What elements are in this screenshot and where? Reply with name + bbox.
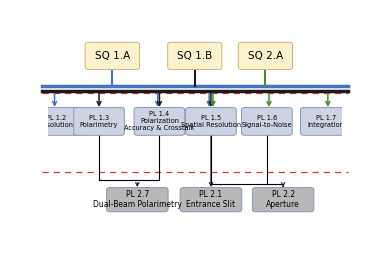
Text: PL 1.3
Polarimetry: PL 1.3 Polarimetry [80,115,118,128]
FancyBboxPatch shape [252,187,314,212]
FancyBboxPatch shape [31,107,82,135]
Text: SQ 2.A: SQ 2.A [248,51,283,61]
Text: PL 1.2
Resolution: PL 1.2 Resolution [39,115,74,128]
FancyBboxPatch shape [242,107,292,135]
Text: PL 1.5
Spatial Resolution: PL 1.5 Spatial Resolution [181,115,241,128]
Text: PL 1.6
Signal-to-Noise: PL 1.6 Signal-to-Noise [242,115,292,128]
Text: PL 2.7
Dual-Beam Polarimetry: PL 2.7 Dual-Beam Polarimetry [93,190,182,209]
FancyBboxPatch shape [301,107,351,135]
Text: PL 2.1
Entrance Slit: PL 2.1 Entrance Slit [186,190,236,209]
FancyBboxPatch shape [185,107,236,135]
Text: SQ 1.B: SQ 1.B [177,51,212,61]
Text: PL 1.4
Polarization
Accuracy & Crosstalk: PL 1.4 Polarization Accuracy & Crosstalk [124,112,195,131]
FancyBboxPatch shape [238,42,293,70]
Text: SQ 1.A: SQ 1.A [95,51,130,61]
FancyBboxPatch shape [85,42,139,70]
Text: PL 2.2
Aperture: PL 2.2 Aperture [266,190,300,209]
FancyBboxPatch shape [168,42,222,70]
FancyBboxPatch shape [180,187,242,212]
FancyBboxPatch shape [106,187,168,212]
Text: PL 1.7
Integration: PL 1.7 Integration [307,115,344,128]
FancyBboxPatch shape [74,107,124,135]
FancyBboxPatch shape [134,107,185,135]
